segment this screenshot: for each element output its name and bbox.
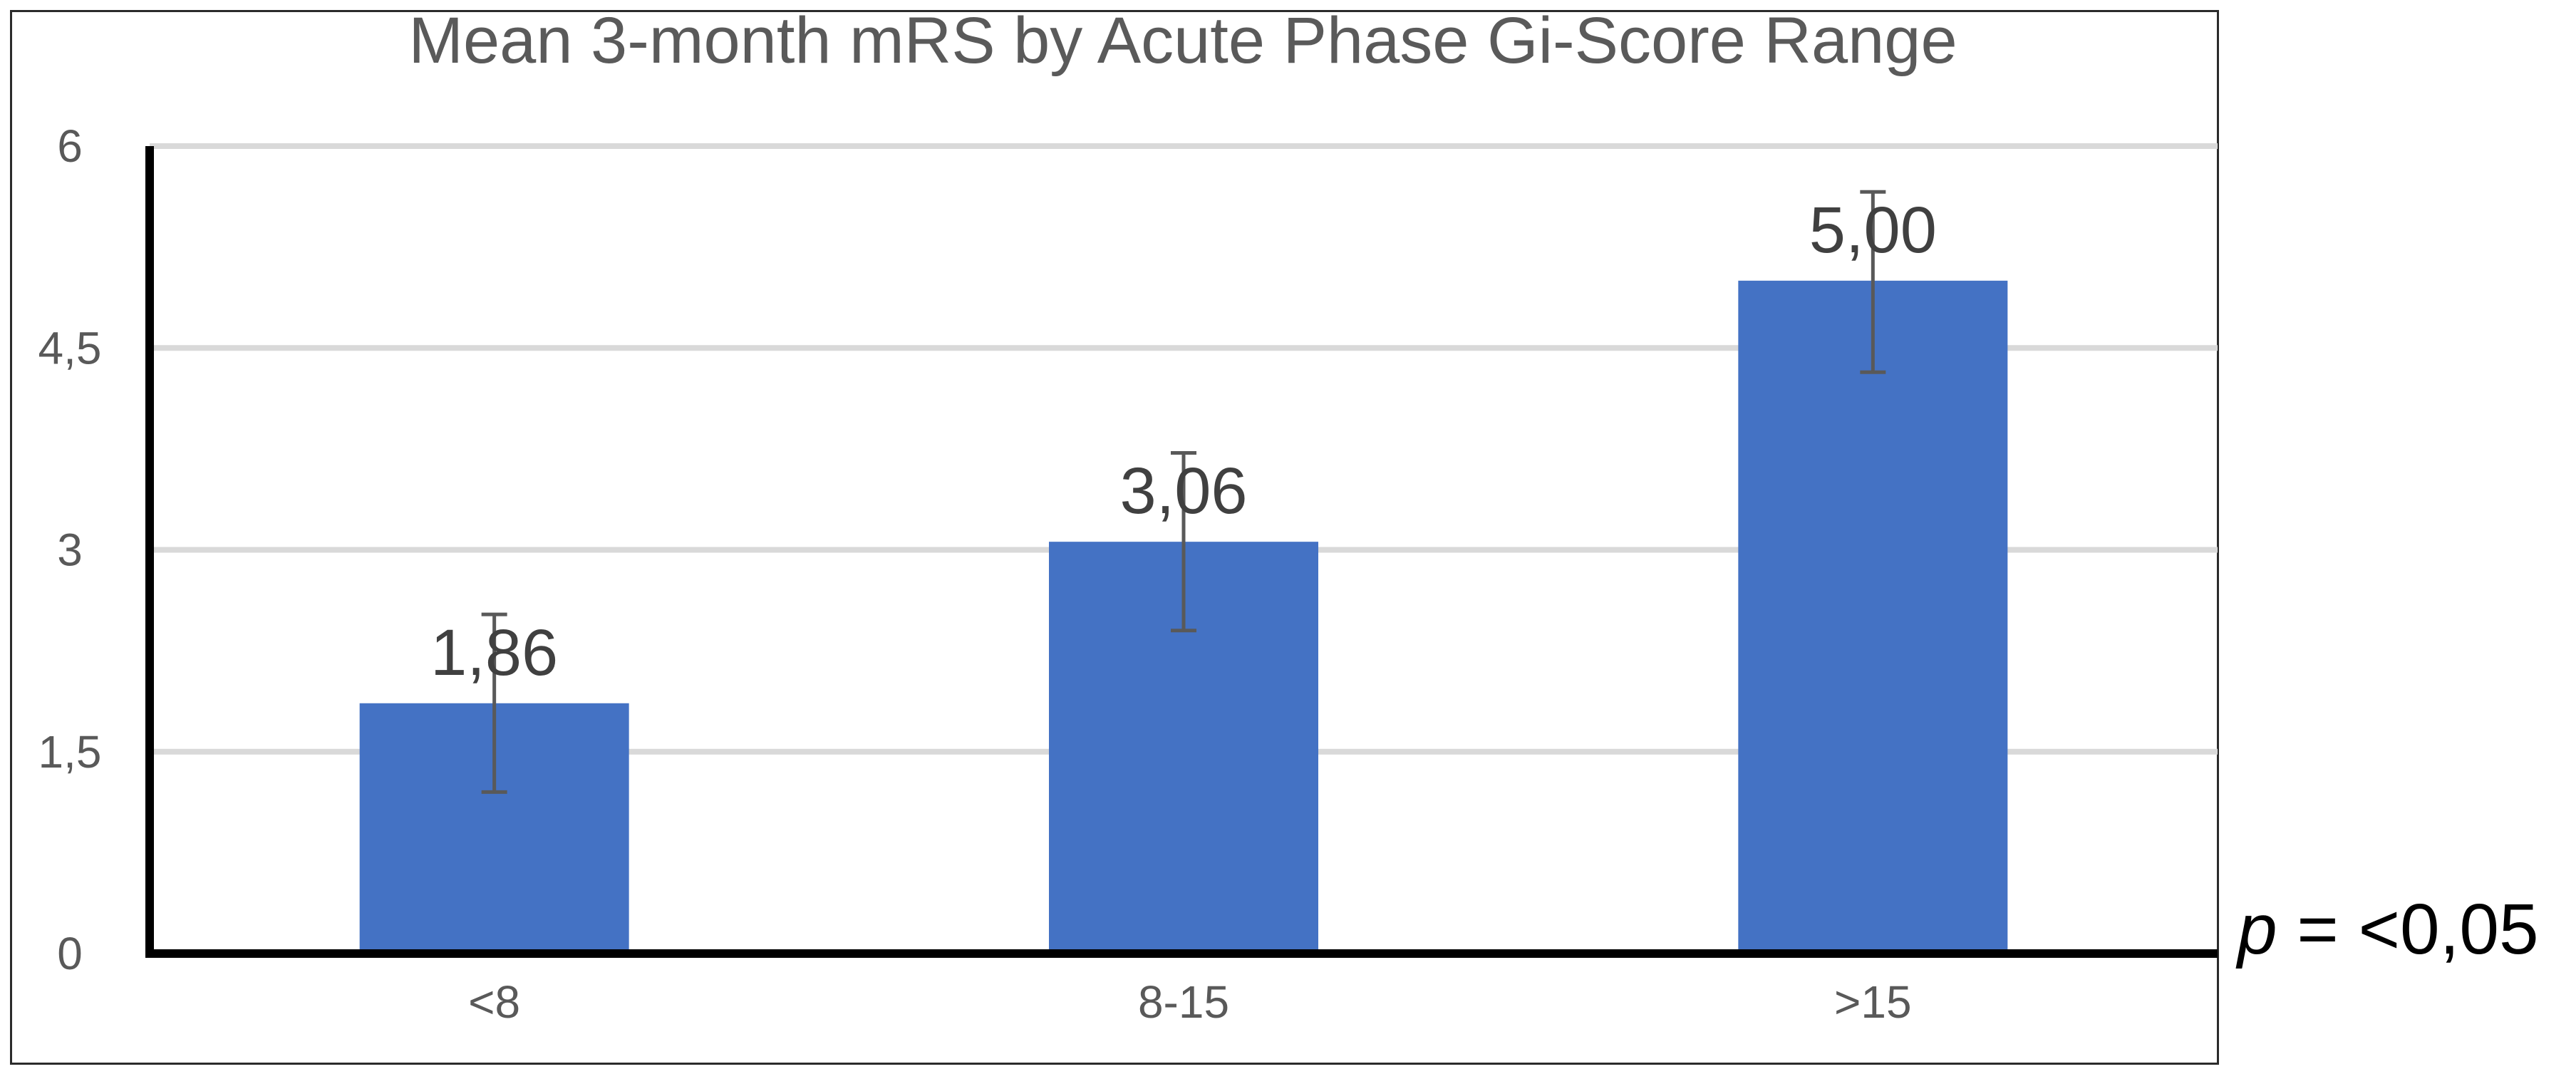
error-bars-group <box>481 190 1886 794</box>
y-tick-label: 0 <box>57 928 83 979</box>
x-tick-label: >15 <box>1834 976 1912 1028</box>
y-tick-labels: 0 1,5 3 4,5 6 <box>38 120 102 979</box>
x-tick-label: 8-15 <box>1138 976 1229 1028</box>
y-tick-label: 1,5 <box>38 726 102 778</box>
x-tick-labels: <8 8-15 >15 <box>468 976 1911 1028</box>
chart-title: Mean 3-month mRS by Acute Phase Gi-Score… <box>408 4 1957 77</box>
data-label: 1,86 <box>430 616 558 689</box>
p-value-text: = <0,05 <box>2277 889 2539 969</box>
bar <box>1738 280 2008 954</box>
data-labels-group: 1,86 3,06 5,00 <box>430 194 1937 689</box>
data-label: 5,00 <box>1809 194 1937 267</box>
y-tick-label: 4,5 <box>38 322 102 373</box>
y-tick-label: 3 <box>57 525 83 576</box>
y-tick-label: 6 <box>57 120 83 172</box>
p-symbol: p <box>2235 889 2277 969</box>
p-value-annotation: p = <0,05 <box>2235 889 2539 969</box>
data-label: 3,06 <box>1119 455 1247 527</box>
axes <box>145 146 2218 958</box>
x-tick-label: <8 <box>468 976 520 1028</box>
